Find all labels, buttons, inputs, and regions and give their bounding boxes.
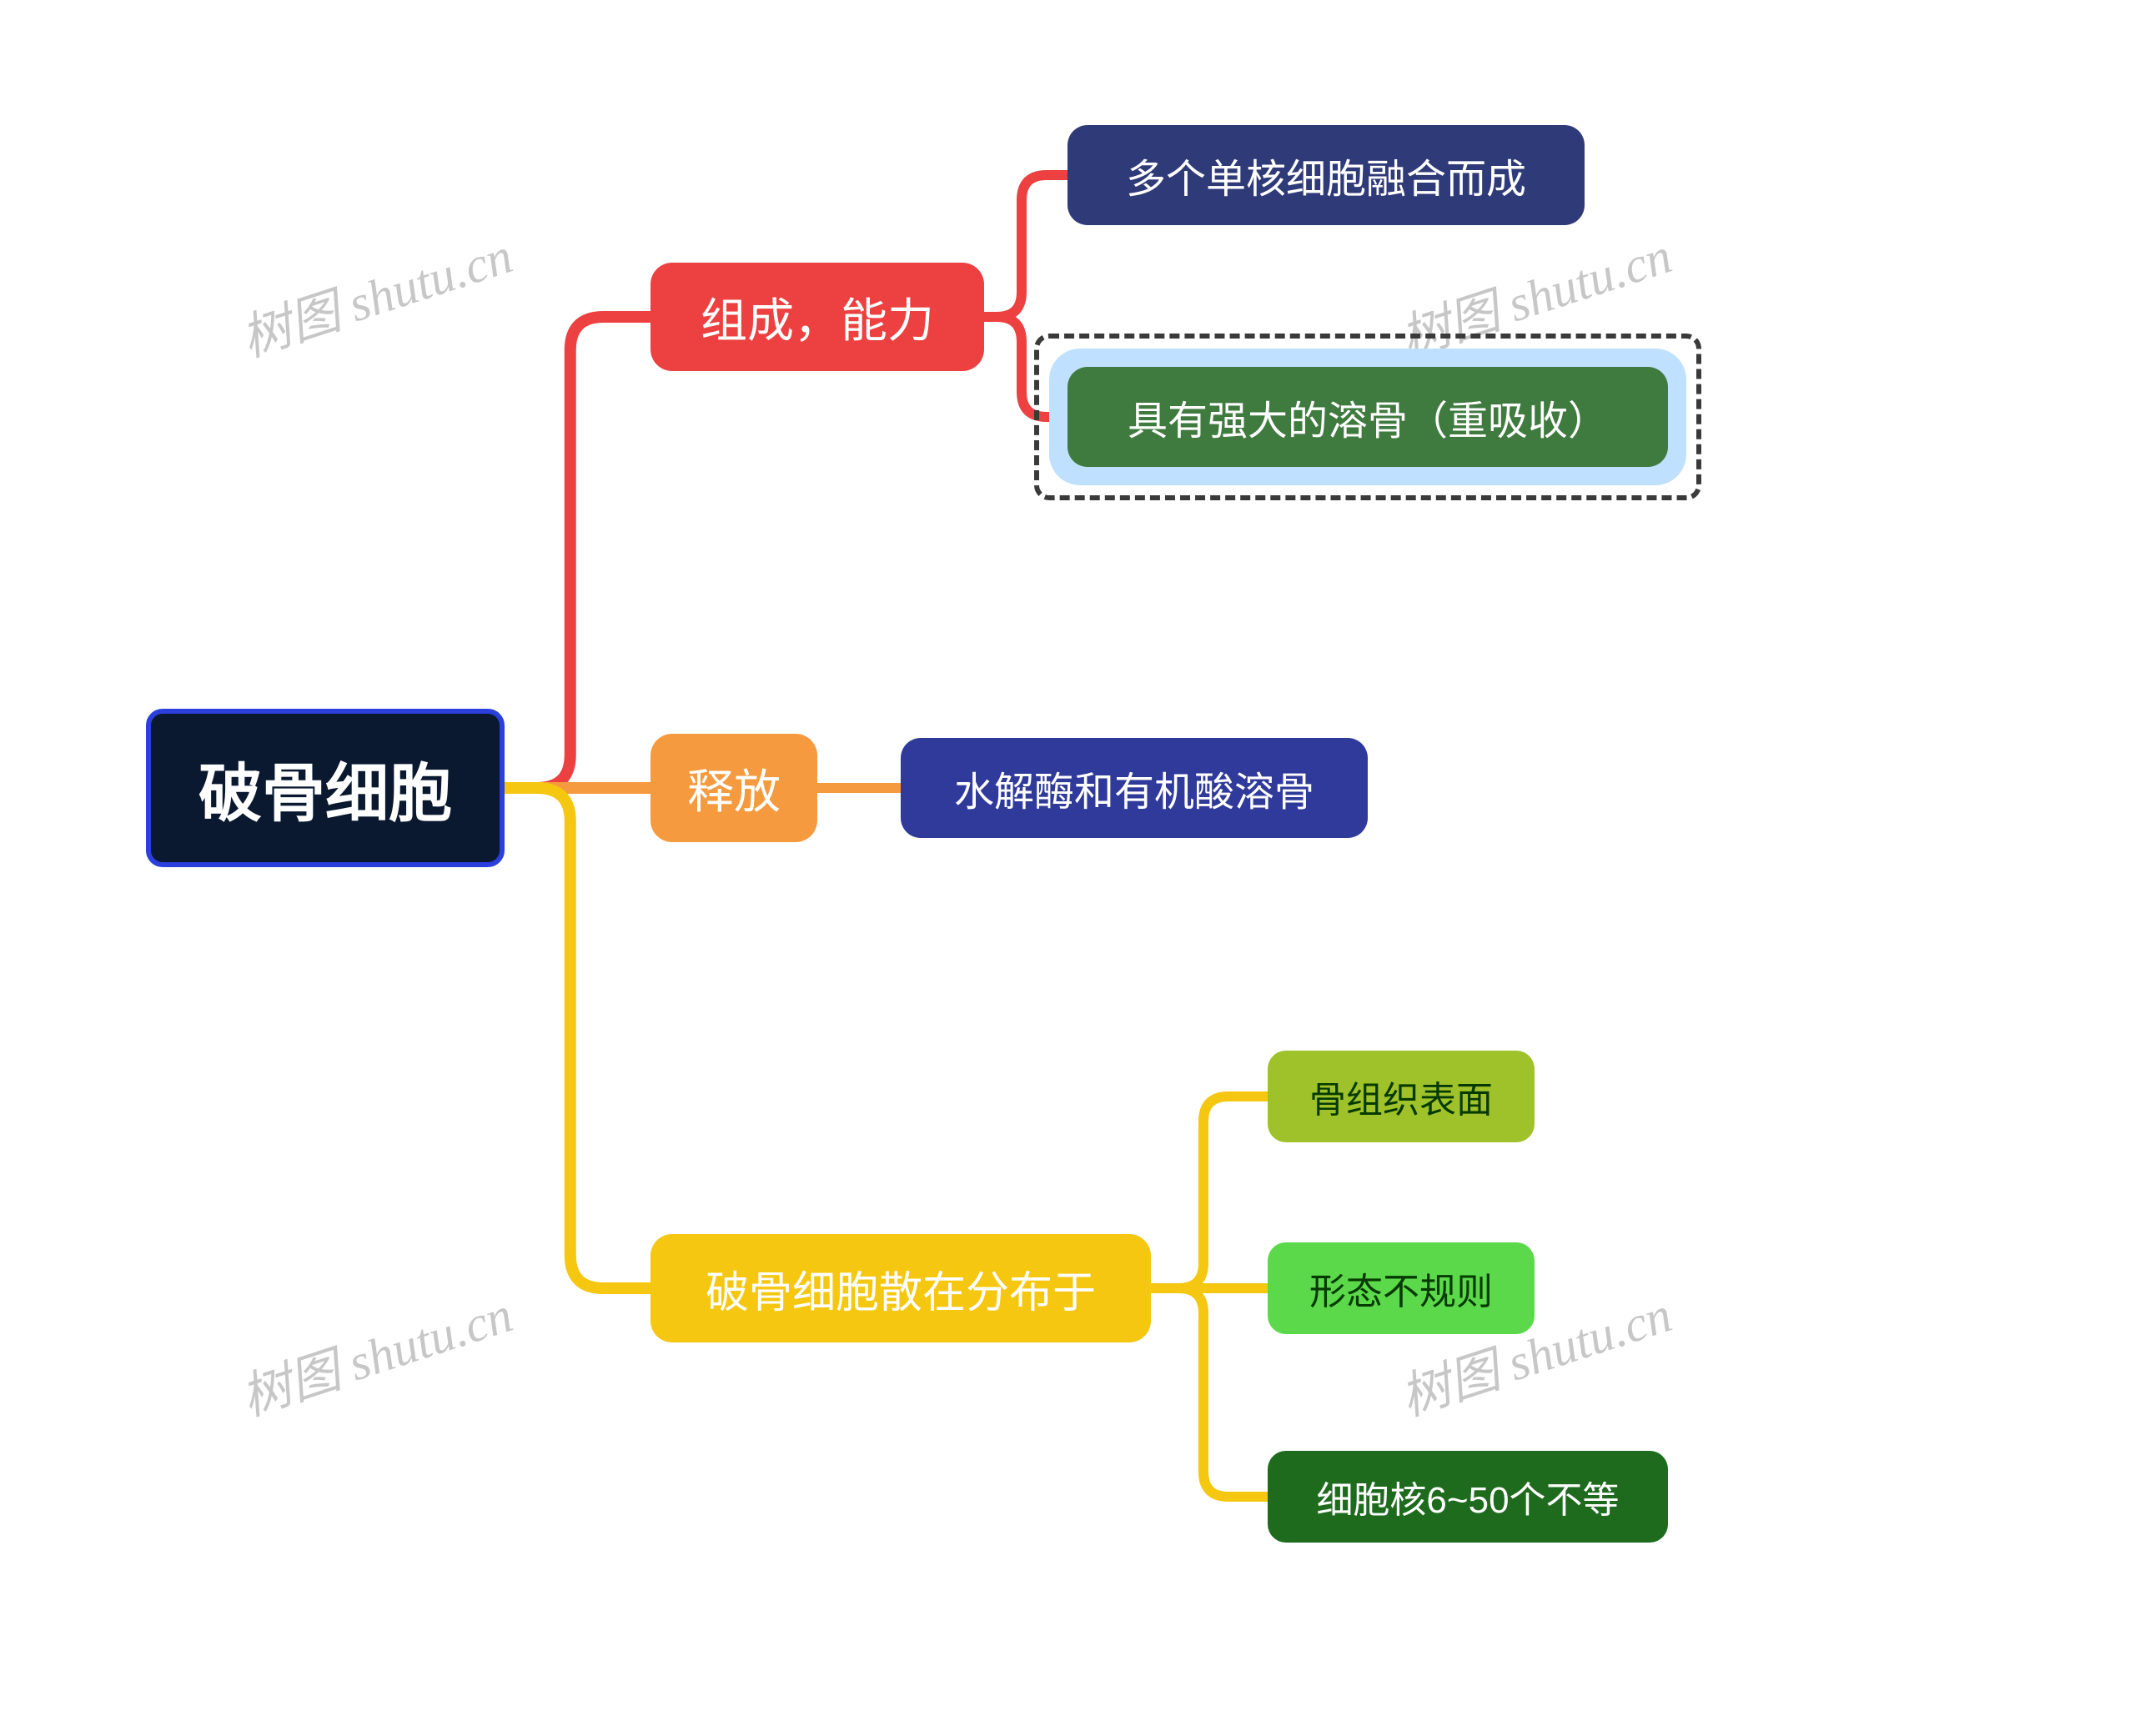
leaf-b1c1[interactable]: 多个单核细胞融合而成 bbox=[1068, 125, 1585, 225]
root-node[interactable]: 破骨细胞 bbox=[146, 709, 505, 867]
root-node-label: 破骨细胞 bbox=[198, 742, 452, 834]
branch-b2-label: 释放 bbox=[687, 755, 781, 822]
leaf-b1c2-label: 具有强大的溶骨（重吸收） bbox=[1128, 388, 1608, 446]
leaf-b3c1-label: 骨组织表面 bbox=[1309, 1070, 1493, 1123]
watermark: 树图 shutu.cn bbox=[231, 1274, 520, 1430]
connector bbox=[1151, 1288, 1268, 1497]
connector bbox=[505, 788, 651, 1288]
leaf-b3c2-label: 形态不规则 bbox=[1309, 1262, 1493, 1315]
connectors-layer bbox=[0, 0, 2135, 1736]
leaf-b3c2[interactable]: 形态不规则 bbox=[1268, 1242, 1535, 1334]
branch-b1-label: 组成，能力 bbox=[701, 283, 934, 351]
mindmap-stage: 破骨细胞 组成，能力 多个单核细胞融合而成具有强大的溶骨（重吸收） 释放 水解酶和有机酸… bbox=[0, 0, 2135, 1736]
leaf-b1c1-label: 多个单核细胞融合而成 bbox=[1126, 146, 1526, 204]
leaf-b3c1[interactable]: 骨组织表面 bbox=[1268, 1051, 1535, 1142]
leaf-b2c1-label: 水解酶和有机酸溶骨 bbox=[954, 759, 1314, 817]
connector bbox=[984, 175, 1068, 317]
leaf-b3c3-label: 细胞核6~50个不等 bbox=[1316, 1470, 1619, 1523]
branch-b1[interactable]: 组成，能力 bbox=[651, 263, 984, 371]
connector bbox=[505, 317, 651, 788]
branch-b3[interactable]: 破骨细胞散在分布于 bbox=[651, 1234, 1151, 1342]
leaf-b1c2[interactable]: 具有强大的溶骨（重吸收） bbox=[1068, 367, 1668, 467]
connector bbox=[1151, 1096, 1268, 1288]
leaf-b2c1[interactable]: 水解酶和有机酸溶骨 bbox=[901, 738, 1368, 838]
branch-b3-label: 破骨细胞散在分布于 bbox=[706, 1257, 1096, 1320]
leaf-b3c3[interactable]: 细胞核6~50个不等 bbox=[1268, 1451, 1668, 1543]
branch-b2[interactable]: 释放 bbox=[651, 734, 817, 842]
watermark: 树图 shutu.cn bbox=[231, 215, 520, 371]
